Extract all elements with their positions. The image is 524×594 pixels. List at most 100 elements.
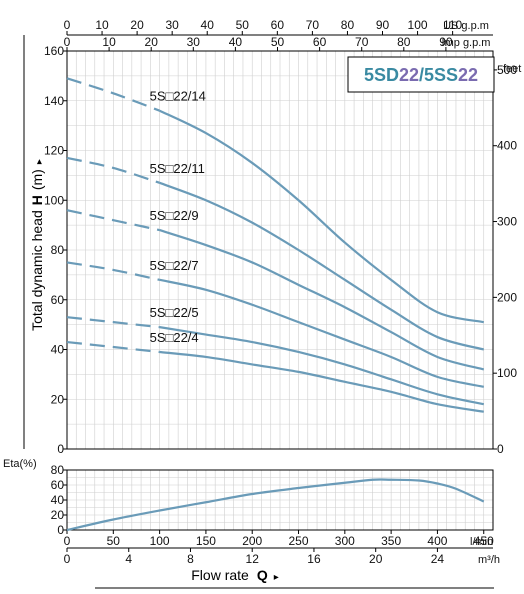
curve-model-label: 5S□22/11 [150,161,205,176]
us-gpm-tick-label: 50 [236,18,250,32]
head-tick-label: 120 [44,144,64,158]
us-gpm-tick-label: 90 [376,18,390,32]
imp-gpm-tick-label: 10 [102,35,116,49]
m3h-tick-label: 16 [307,552,321,566]
head-tick-label: 60 [51,293,65,307]
imp-gpm-tick-label: 80 [397,35,411,49]
us-gpm-tick-label: 80 [341,18,355,32]
imp-gpm-tick-label: 0 [64,35,71,49]
lmin-tick-label: 0 [64,534,71,548]
imp-gpm-tick-label: 50 [271,35,285,49]
title-box: 5SD22/5SS22 [347,56,495,93]
eta-tick-label: 40 [51,493,65,507]
feet-tick-label: 200 [497,290,517,304]
head-curve-dashed [66,77,160,112]
head-tick-label: 80 [51,243,65,257]
imp-gpm-tick-label: 90 [439,35,453,49]
us-gpm-tick-label: 70 [306,18,320,32]
eta-tick-label: 60 [51,478,65,492]
head-curve [159,278,484,388]
us-gpm-unit: US g.p.m [443,20,489,32]
lmin-tick-label: 250 [289,534,309,548]
lmin-tick-label: 100 [150,534,170,548]
curve-model-label: 5S□22/4 [150,330,199,345]
us-gpm-tick-label: 40 [201,18,215,32]
head-curve-dashed [66,316,160,329]
m3h-unit: m³/h [478,554,500,566]
chart-title: 5SD22/5SS22 [364,65,478,85]
us-gpm-tick-label: 10 [95,18,109,32]
head-tick-label: 40 [51,343,65,357]
m3h-tick-label: 4 [125,552,132,566]
feet-unit: feet [503,63,521,75]
us-gpm-tick-label: 0 [64,18,71,32]
head-axis: 0 20 40 60 80 100 120 140 160 [44,44,67,456]
feet-tick-label: 0 [497,442,504,456]
us-gpm-tick-label: 110 [443,18,462,32]
curve-model-label: 5S□22/7 [150,258,199,273]
us-gpm-tick-label: 60 [271,18,285,32]
head-curve-dashed [66,209,160,232]
curve-model-label: 5S□22/14 [150,89,206,104]
us-gpm-tick-label: 100 [408,18,428,32]
head-curve [159,181,485,351]
lmin-tick-label: 450 [474,534,494,548]
title-part-b: 22 [399,65,419,85]
head-axis-unit: (m) [29,169,45,190]
head-curve [159,109,484,324]
imp-gpm-tick-label: 60 [313,35,327,49]
flow-rate-arrow: ▸ [274,572,279,583]
feet-tick-label: 100 [497,366,517,380]
imp-gpm-unit: Imp g.p.m [442,37,491,49]
head-curve-dashed [66,261,160,281]
lmin-tick-label: 300 [335,534,355,548]
head-axis-arrow: ▸ [34,159,45,164]
title-box-frame [347,56,495,93]
us-gpm-tick-label: 20 [130,18,144,32]
head-axis-title: Total dynamic head H (m) ▸ [29,159,45,331]
flow-rate-axis-title: Flow rate Q ▸ [191,567,279,583]
head-axis-symbol: H [29,195,45,205]
main-grid [66,50,494,450]
m3h-tick-label: 12 [246,552,260,566]
efficiency-line [66,478,485,532]
us-gpm-tick-label: 30 [165,18,179,32]
flow-rate-symbol: Q [257,567,268,583]
head-curve-dashed [66,156,160,184]
title-part-a: 5SD [364,65,399,85]
title-part-c: /5SS [419,65,458,85]
title-part-d: 22 [458,65,478,85]
head-axis-text: Total dynamic head [29,210,45,331]
imp-gpm-tick-label: 20 [145,35,159,49]
lmin-tick-label: 150 [196,534,216,548]
head-curve [159,326,484,406]
head-tick-label: 100 [44,193,64,207]
m3h-tick-label: 0 [64,552,71,566]
eta-grid [66,469,494,531]
eta-tick-label: 80 [51,463,65,477]
feet-axis: 0 100 200 300 400 500 [493,63,517,456]
eta-tick-label: 0 [57,523,64,537]
flow-rate-text: Flow rate [191,567,249,583]
imp-gpm-tick-label: 70 [355,35,369,49]
head-tick-label: 160 [44,44,64,58]
head-curves: 5S□22/14 5S□22/11 5S□22/9 5S□22/7 5S□22/5 5S□… [66,77,485,413]
head-tick-label: 140 [44,94,64,108]
lmin-tick-label: 50 [107,534,121,548]
lmin-unit: l/min [470,536,493,548]
imp-gpm-tick-label: 30 [187,35,201,49]
bottom-axes: 0 50 100 150 200 250 300 350 400 450 0 4 8 12 16 20 24 [64,530,494,566]
eta-tick-label: 20 [51,508,65,522]
lmin-tick-label: 400 [427,534,447,548]
m3h-tick-label: 20 [369,552,383,566]
head-curve [159,229,485,371]
curve-model-label: 5S□22/9 [150,208,199,223]
feet-tick-label: 400 [497,139,517,153]
m3h-tick-label: 8 [187,552,194,566]
feet-tick-label: 300 [497,215,517,229]
lmin-tick-label: 200 [242,534,262,548]
imp-gpm-tick-label: 40 [229,35,243,49]
